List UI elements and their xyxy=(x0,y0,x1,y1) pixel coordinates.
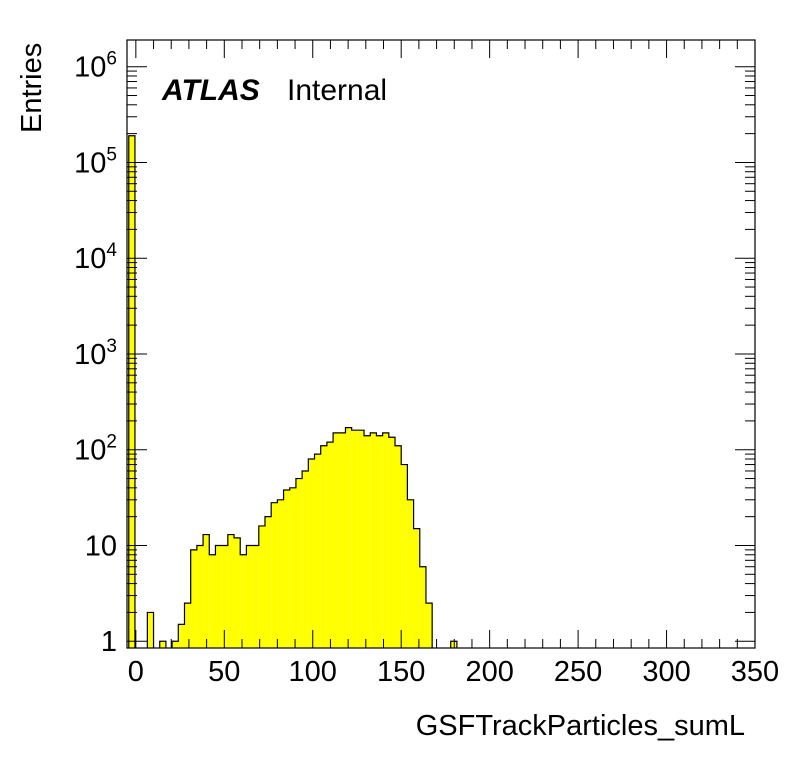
histogram-outline xyxy=(128,135,458,648)
y-tick-label: 106 xyxy=(74,49,117,84)
histogram-bin xyxy=(407,499,414,648)
histogram-bin xyxy=(277,499,284,648)
histogram-bin xyxy=(221,545,228,648)
histogram-bin xyxy=(425,603,433,648)
histogram-bin xyxy=(159,641,166,648)
y-tick-label: 104 xyxy=(74,240,117,275)
histogram-bin xyxy=(314,454,321,648)
histogram-bin xyxy=(190,549,197,648)
histogram-bin xyxy=(147,612,154,648)
histogram-bin xyxy=(258,525,265,648)
histogram-bin xyxy=(401,464,408,648)
atlas-label: ATLAS xyxy=(161,74,260,107)
histogram-bin xyxy=(252,545,259,648)
x-tick-label: 250 xyxy=(554,656,602,688)
histogram-bin xyxy=(413,528,420,648)
histogram-bin xyxy=(419,566,426,648)
histogram-bin xyxy=(326,442,334,648)
y-tick-labels: 1 10 102 103 104 105 106 xyxy=(74,49,117,659)
histogram-bin xyxy=(234,537,241,648)
histogram-bin xyxy=(345,427,352,648)
histogram-bin xyxy=(388,437,396,648)
x-tick-label: 100 xyxy=(289,656,337,688)
histogram-bin xyxy=(295,478,303,648)
internal-label: Internal xyxy=(287,74,387,107)
x-tick-label: 350 xyxy=(731,656,779,688)
x-tick-label: 200 xyxy=(465,656,513,688)
y-tick-label: 105 xyxy=(74,144,117,179)
histogram-bin xyxy=(215,545,222,648)
histogram-bin xyxy=(382,432,389,648)
x-tick-label: 50 xyxy=(208,656,240,688)
histogram-bin xyxy=(178,624,185,648)
y-tick-label: 1 xyxy=(101,626,117,658)
histogram-bin xyxy=(271,502,278,648)
x-tick-label: 300 xyxy=(642,656,690,688)
y-tick-label: 103 xyxy=(74,336,117,371)
histogram-bin xyxy=(339,432,346,648)
y-axis-label: Entries xyxy=(16,43,48,133)
histogram-bin xyxy=(364,435,371,648)
histogram-bin xyxy=(227,534,235,648)
histogram-bin xyxy=(196,545,204,648)
histogram-bin xyxy=(333,432,340,648)
histogram-bin xyxy=(395,445,402,648)
histogram-bin xyxy=(376,435,383,648)
histogram-bin xyxy=(264,516,272,648)
y-tick-label: 102 xyxy=(74,432,117,467)
histogram-bin xyxy=(209,554,216,648)
histogram-bin xyxy=(370,432,377,648)
histogram-bin xyxy=(184,603,191,648)
histogram-bin xyxy=(308,459,315,648)
histogram-bin xyxy=(240,554,247,648)
histogram-bin xyxy=(203,534,210,648)
histogram-bin xyxy=(302,470,309,648)
axis-ticks xyxy=(127,40,756,648)
histogram-bin xyxy=(172,641,179,648)
histogram-bin xyxy=(289,487,296,648)
histogram-bin xyxy=(320,445,327,648)
plot-frame xyxy=(126,39,756,649)
histogram-bins xyxy=(128,135,457,649)
x-tick-labels: 0 50 100 150 200 250 300 350 xyxy=(128,656,779,688)
histogram-bin xyxy=(357,430,365,648)
x-tick-label: 150 xyxy=(377,656,425,688)
y-tick-label: 10 xyxy=(85,530,117,562)
x-axis-label: GSFTrackParticles_sumL xyxy=(416,710,745,742)
histogram-bin xyxy=(283,489,290,648)
histogram-bin xyxy=(351,430,358,648)
x-tick-label: 0 xyxy=(128,656,144,688)
histogram-bin xyxy=(246,545,253,648)
